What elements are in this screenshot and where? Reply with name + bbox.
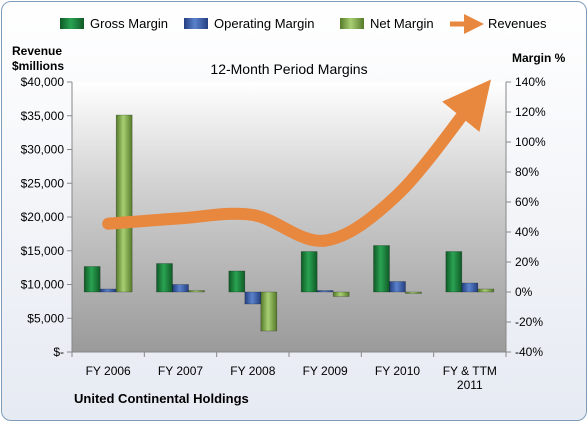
x-axis-tick-label: FY 2007 [158, 364, 203, 378]
left-axis-title-line-2: $millions [12, 59, 64, 73]
chart-title: 12-Month Period Margins [210, 61, 367, 77]
x-axis-tick-label: 2011 [457, 378, 483, 392]
left-axis-tick-label: $- [53, 345, 64, 359]
bar-net-margin [405, 291, 422, 294]
bar-net-margin [188, 290, 205, 293]
legend-label-operating-margin: Operating Margin [214, 16, 314, 31]
bar-net-margin [115, 114, 133, 293]
right-axis-tick-label: 80% [515, 165, 539, 179]
legend: Gross Margin Operating Margin Net Margin… [60, 14, 547, 34]
right-axis-tick-label: 120% [515, 105, 546, 119]
bar-net-margin [332, 291, 350, 297]
company-name: United Continental Holdings [74, 391, 249, 406]
legend-item-gross-margin: Gross Margin [60, 16, 168, 31]
bar-gross-margin [83, 266, 101, 293]
right-axis-tick-label: 100% [515, 135, 546, 149]
x-axis-tick-label: FY & TTM [443, 364, 497, 378]
legend-label-net-margin: Net Margin [370, 16, 434, 31]
legend-item-net-margin: Net Margin [340, 16, 434, 31]
bar-gross-margin [228, 270, 246, 293]
bar-series [83, 114, 495, 332]
right-axis-tick-label: 0% [515, 285, 533, 299]
left-axis-tick-label: $15,000 [21, 244, 65, 258]
legend-swatch-operating-margin [184, 18, 208, 29]
x-axis-tick-label: FY 2008 [230, 364, 275, 378]
right-axis-tick-label: 20% [515, 255, 539, 269]
left-axis-tick-label: $30,000 [21, 143, 65, 157]
bar-gross-margin [445, 251, 463, 293]
right-axis-tick-label: -20% [515, 315, 543, 329]
bar-operating-margin [244, 291, 262, 305]
legend-swatch-net-margin [340, 18, 364, 29]
bar-gross-margin [300, 251, 318, 293]
revenue-series [102, 79, 492, 247]
right-axis-tick-label: 140% [515, 75, 546, 89]
bar-operating-margin [316, 290, 334, 293]
right-axis-tick-label: 40% [515, 225, 539, 239]
x-axis-tick-label: FY 2009 [303, 364, 348, 378]
legend-item-revenues: Revenues [450, 14, 547, 34]
revenue-line [102, 79, 492, 247]
legend-swatch-gross-margin [60, 18, 84, 29]
left-axis-tick-label: $20,000 [21, 210, 65, 224]
legend-label-gross-margin: Gross Margin [90, 16, 168, 31]
left-axis: $- $5,000 $10,000 $15,000 $20,000 $25,000 $30,… [21, 75, 73, 359]
legend-item-operating-margin: Operating Margin [184, 16, 314, 31]
bar-operating-margin [389, 281, 406, 293]
left-axis-title-line-1: Revenue [12, 44, 62, 58]
left-axis-tick-label: $35,000 [21, 109, 65, 123]
bar-net-margin [477, 288, 495, 293]
right-axis: -40% -20% 0% 20% 40% 60% 80% 100% 120% 140% [505, 75, 546, 359]
bar-operating-margin [461, 282, 479, 293]
bar-operating-margin [172, 284, 189, 293]
left-axis-tick-label: $40,000 [21, 75, 65, 89]
bar-net-margin [260, 291, 278, 332]
right-axis-tick-label: -40% [515, 345, 543, 359]
x-axis: FY 2006 FY 2007 FY 2008 FY 2009 FY 2010 FY & … [71, 351, 507, 392]
legend-label-revenues: Revenues [488, 16, 547, 31]
x-axis-tick-label: FY 2006 [86, 364, 131, 378]
left-axis-tick-label: $25,000 [21, 176, 65, 190]
x-axis-tick-label: FY 2010 [375, 364, 420, 378]
bar-gross-margin [373, 245, 390, 293]
bar-gross-margin [156, 263, 173, 293]
right-axis-tick-label: 60% [515, 195, 539, 209]
left-axis-tick-label: $10,000 [21, 278, 65, 292]
bar-operating-margin [99, 288, 117, 293]
left-axis-tick-label: $5,000 [27, 311, 64, 325]
right-axis-title: Margin % [512, 51, 566, 65]
